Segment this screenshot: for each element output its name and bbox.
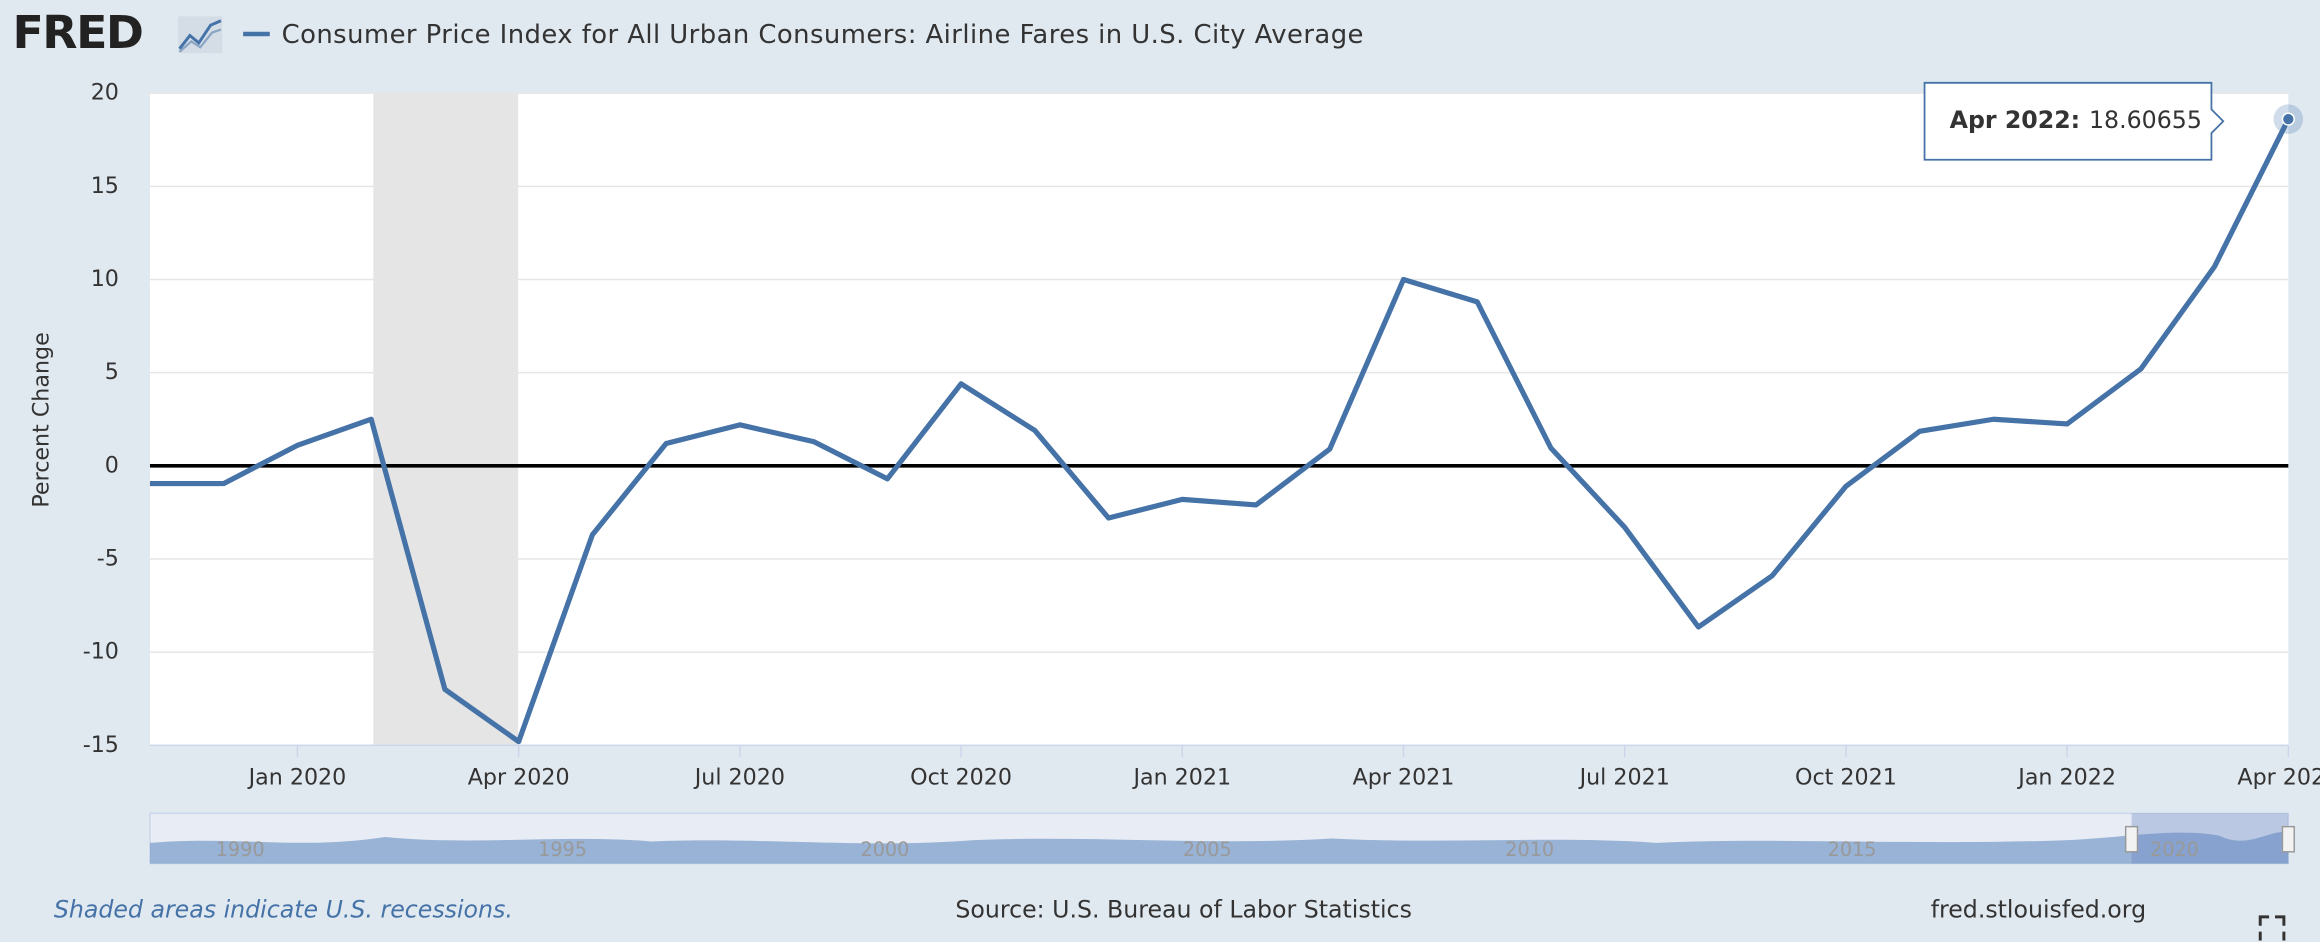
fullscreen-icon[interactable] [2258, 915, 2286, 941]
navigator [149, 812, 2295, 865]
x-tick-label: Apr 2022 [2237, 764, 2320, 790]
logo[interactable]: FRED [12, 5, 144, 59]
navigator-label: 2010 [1505, 838, 1554, 861]
x-tick-label: Jan 2020 [247, 764, 347, 790]
hover-point [2281, 112, 2295, 126]
source: Source: U.S. Bureau of Labor Statistics [955, 895, 1412, 923]
y-tick-label: 10 [91, 266, 119, 292]
chart-title: Consumer Price Index for All Urban Consu… [282, 20, 1364, 50]
x-tick-label: Apr 2021 [1353, 764, 1455, 790]
y-tick-label: -5 [97, 545, 119, 571]
y-tick-label: 20 [91, 80, 119, 106]
marks: Apr 2022: 18.60655 [149, 81, 2304, 745]
x-tick-label: Oct 2020 [910, 764, 1012, 790]
line-series [149, 117, 2291, 745]
x-tick-label: Jul 2021 [1578, 764, 1670, 790]
x-tick-label: Jul 2020 [693, 764, 785, 790]
x-tick-label: Oct 2021 [1795, 764, 1897, 790]
logo-icon [178, 16, 223, 54]
y-tick-label: 15 [91, 173, 119, 199]
x-tick-label: Jan 2021 [1131, 764, 1231, 790]
y-tick-label: 0 [105, 452, 119, 478]
site-link[interactable]: fred.stlouisfed.org [1931, 895, 2146, 923]
navigator-label: 2000 [860, 838, 909, 861]
navigator-label: 2020 [2150, 838, 2199, 861]
y-tick-label: 5 [105, 359, 119, 385]
recession-shade [373, 93, 519, 746]
navigator-label: 1990 [216, 838, 265, 861]
y-tick-label: -15 [83, 732, 119, 758]
y-axis-label: Percent Change [29, 332, 55, 507]
navigator-label: 2005 [1183, 838, 1232, 861]
y-tick-label: -10 [83, 639, 119, 665]
navigator-label: 1995 [538, 838, 587, 861]
x-tick-label: Jan 2022 [2016, 764, 2116, 790]
tooltip-label: Apr 2022: [1950, 106, 2080, 134]
navigator-label: 2015 [1828, 838, 1877, 861]
navigator-labels: 1990 1995 2000 2005 2010 2015 2020 [216, 838, 2199, 861]
tooltip-box [1923, 81, 2225, 161]
tooltip-value: 18.60655 [2089, 106, 2202, 134]
recession-note: Shaded areas indicate U.S. recessions. [54, 895, 513, 923]
x-tick-label: Apr 2020 [468, 764, 570, 790]
